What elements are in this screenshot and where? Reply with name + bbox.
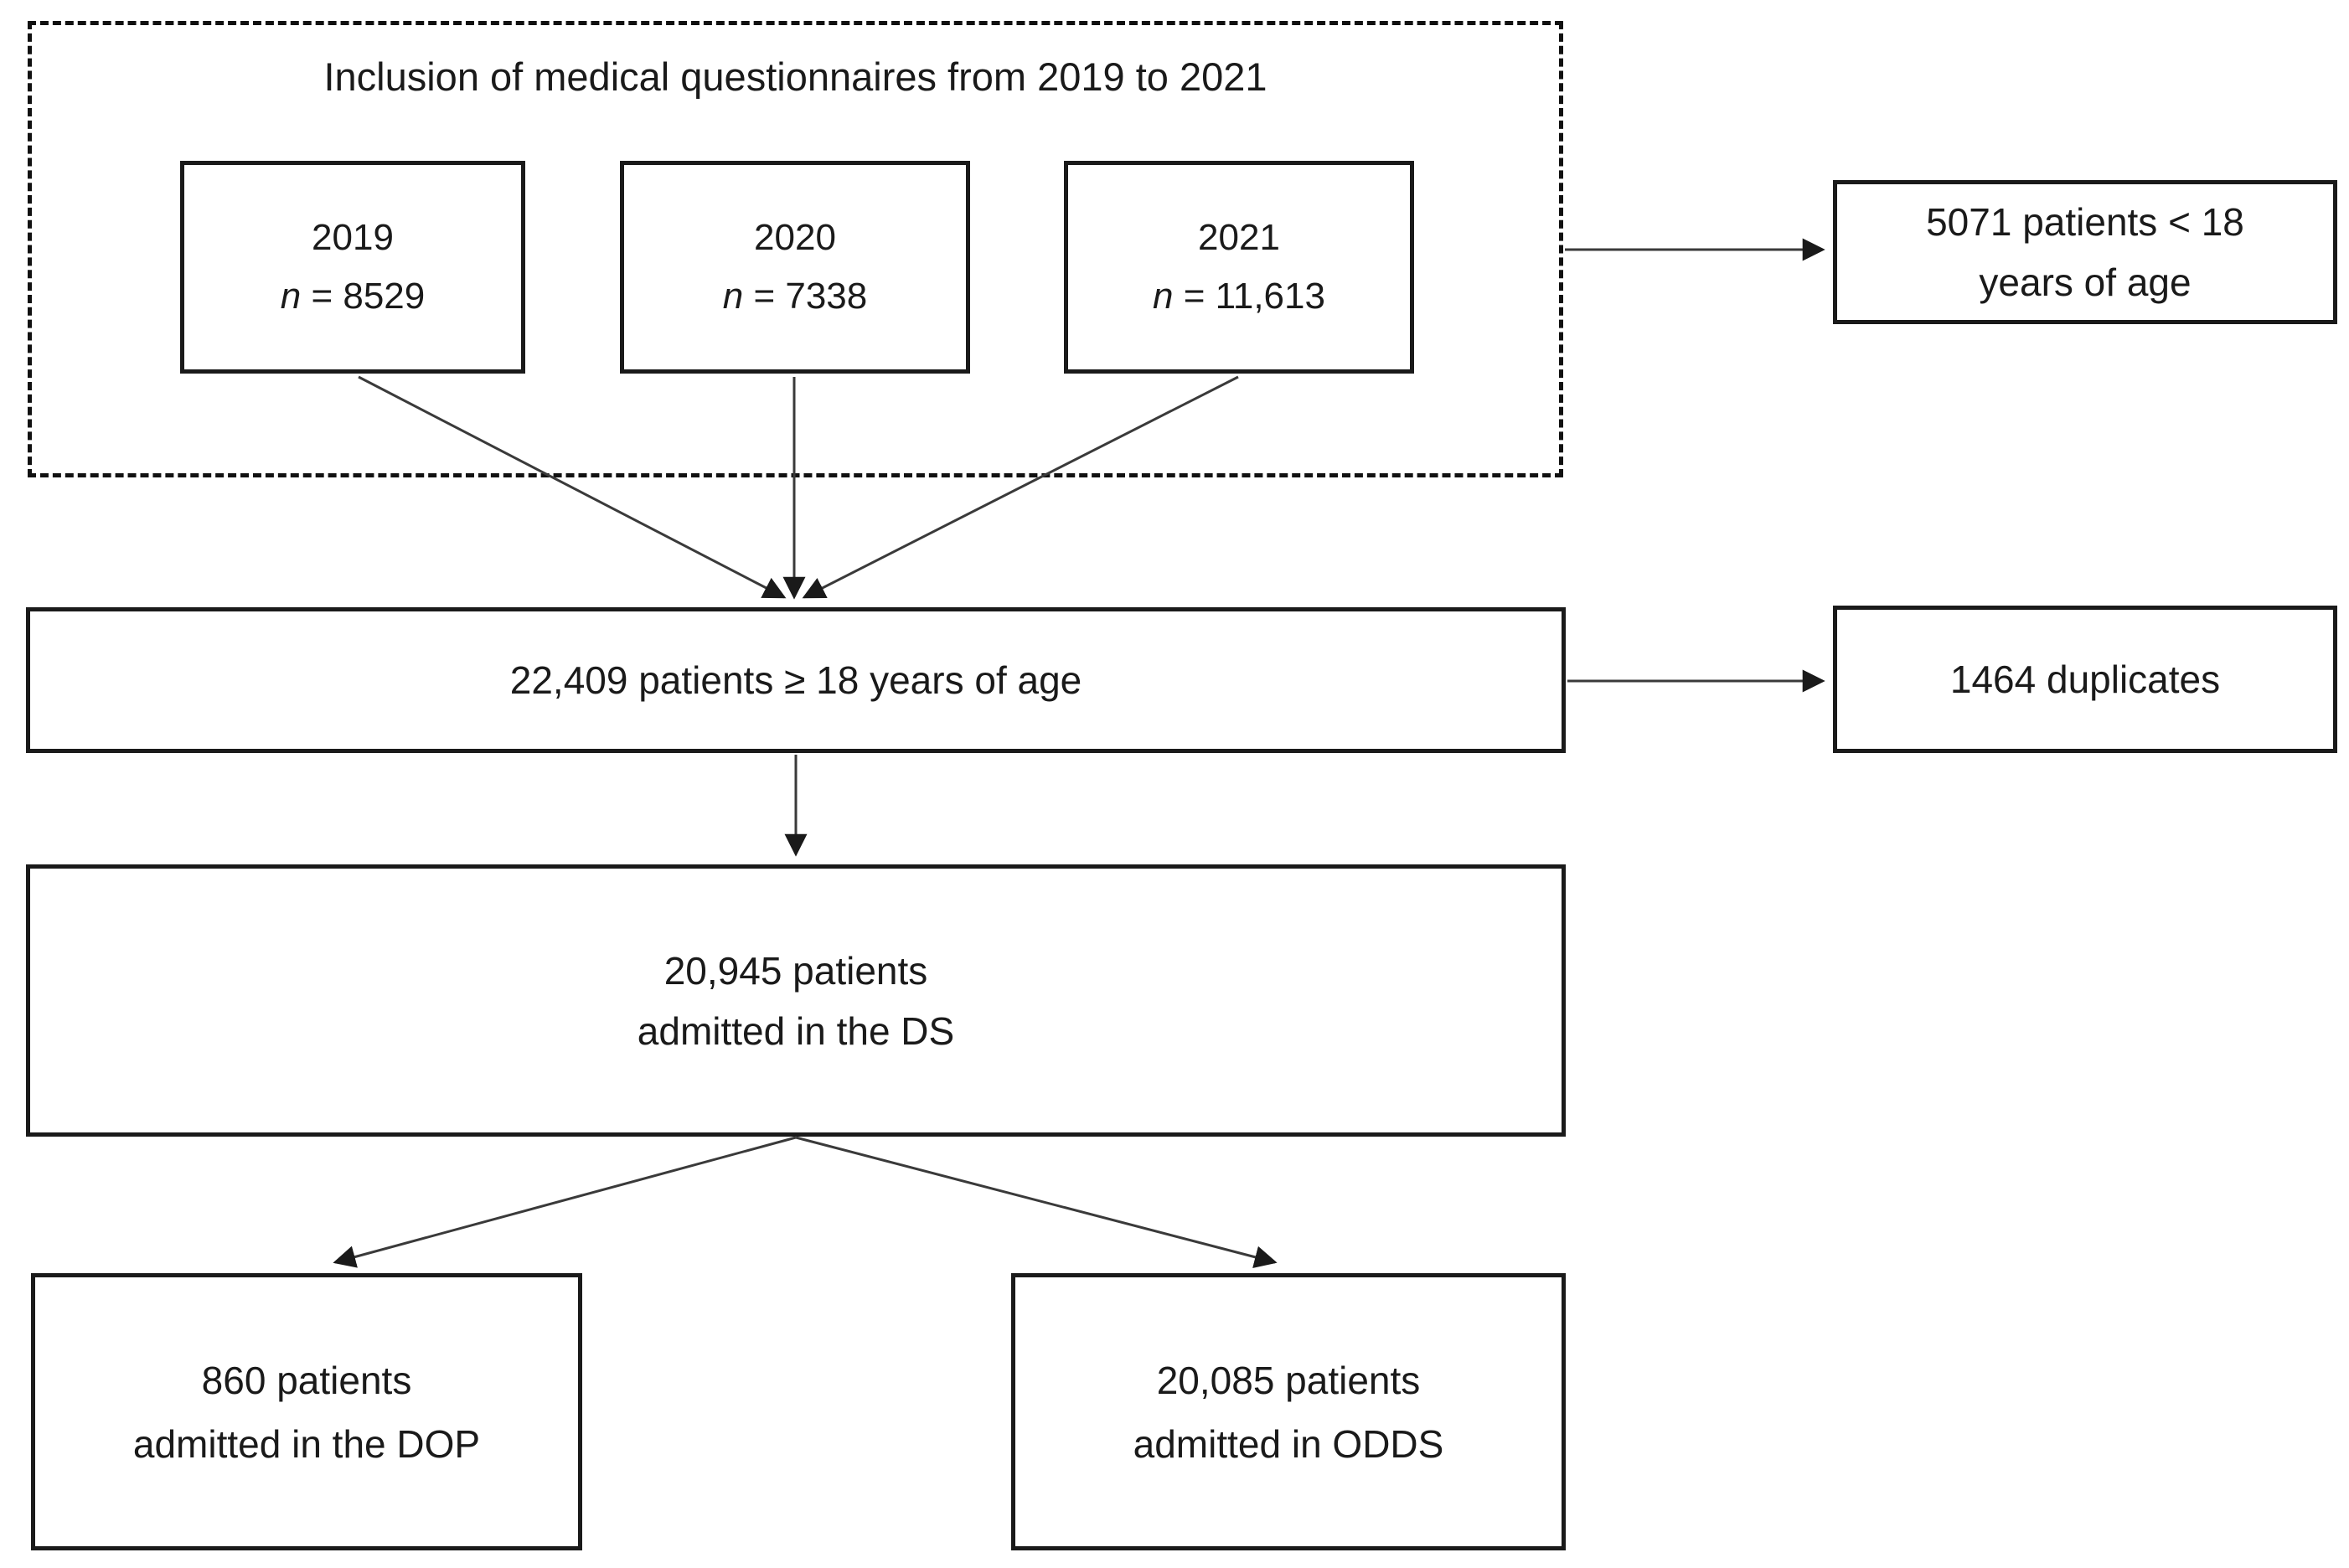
year-label: 2021 xyxy=(1198,217,1280,258)
odds-line1: 20,085 patients xyxy=(1156,1358,1421,1402)
excluded-duplicates-line1: 1464 duplicates xyxy=(1949,658,2221,701)
year-box-2019: 2019 n = 8529 xyxy=(180,161,525,374)
n-value: = 7338 xyxy=(743,276,868,317)
year-label: 2019 xyxy=(312,217,394,258)
n-symbol: n xyxy=(722,276,744,317)
n-value: = 8529 xyxy=(301,276,426,317)
excluded-duplicates-box: 1464 duplicates xyxy=(1833,606,2337,753)
year-box-2020: 2020 n = 7338 xyxy=(620,161,970,374)
arrow-ds-to-dop xyxy=(333,1136,797,1268)
adults-box: 22,409 patients ≥ 18 years of age xyxy=(26,607,1566,753)
n-symbol: n xyxy=(280,276,302,317)
excluded-under18-line1: 5071 patients < 18 xyxy=(1926,200,2244,244)
n-symbol: n xyxy=(1153,276,1174,317)
odds-box: 20,085 patients admitted in ODDS xyxy=(1011,1273,1566,1550)
n-value: = 11,613 xyxy=(1173,276,1325,317)
inclusion-group-title: Inclusion of medical questionnaires from… xyxy=(323,54,1267,99)
year-label: 2020 xyxy=(754,217,836,258)
dop-box: 860 patients admitted in the DOP xyxy=(31,1273,582,1550)
adults-line1: 22,409 patients ≥ 18 years of age xyxy=(509,658,1082,702)
year-n-count: n = 7338 xyxy=(723,267,868,326)
excluded-under18-box: 5071 patients < 18 years of age xyxy=(1833,180,2337,324)
year-n-count: n = 11,613 xyxy=(1153,267,1325,326)
year-box-2021: 2021 n = 11,613 xyxy=(1064,161,1414,374)
ds-line2: admitted in the DS xyxy=(637,1008,955,1053)
ds-box: 20,945 patients admitted in the DS xyxy=(26,864,1566,1137)
dop-line2: admitted in the DOP xyxy=(132,1421,481,1466)
year-n-count: n = 8529 xyxy=(281,267,426,326)
odds-line2: admitted in ODDS xyxy=(1133,1421,1444,1466)
arrow-ds-to-odds xyxy=(795,1136,1278,1268)
excluded-under18-line2: years of age xyxy=(1979,260,2192,304)
inclusion-dashed-group: Inclusion of medical questionnaires from… xyxy=(28,21,1563,477)
ds-line1: 20,945 patients xyxy=(663,948,928,993)
dop-line1: 860 patients xyxy=(201,1358,412,1402)
